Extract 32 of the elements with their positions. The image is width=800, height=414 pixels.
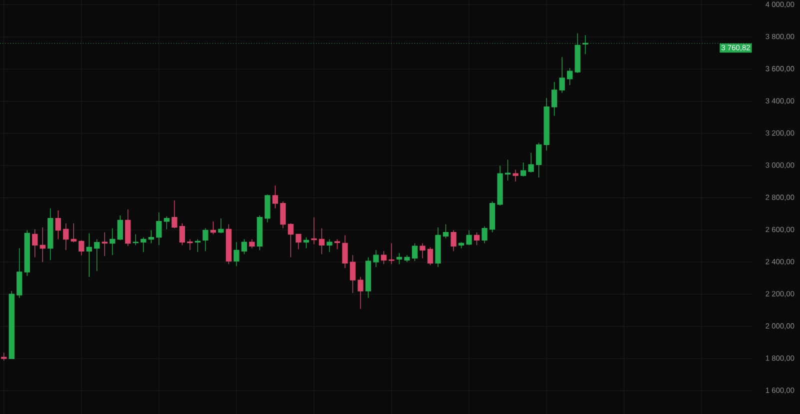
candlestick <box>280 201 286 229</box>
candlestick <box>48 208 54 260</box>
candlestick <box>140 236 146 252</box>
candlestick <box>450 230 456 252</box>
candlestick <box>559 56 565 94</box>
candlestick <box>218 218 224 234</box>
candlestick <box>40 226 46 262</box>
candlestick <box>94 238 100 272</box>
candlestick <box>234 242 240 266</box>
candlestick <box>311 217 317 245</box>
candlestick <box>497 165 503 206</box>
candlestick <box>388 242 394 264</box>
candlestick <box>102 232 108 256</box>
candlestick <box>512 169 518 182</box>
candlestick <box>342 234 348 269</box>
candlestick <box>373 250 379 268</box>
candlestick <box>110 228 116 256</box>
candlestick <box>358 276 364 310</box>
candlestick <box>435 226 441 268</box>
candlestick <box>404 254 410 262</box>
candlestick <box>172 200 178 229</box>
candlestick <box>249 238 255 249</box>
candlestick <box>86 232 92 278</box>
candlestick <box>420 242 426 259</box>
candlestick <box>482 226 488 244</box>
candlestick <box>78 240 84 256</box>
candlestick <box>125 208 131 246</box>
candlestick <box>326 238 332 252</box>
candlestick <box>544 98 550 151</box>
candlestick <box>156 212 162 246</box>
candlestick <box>202 228 208 252</box>
candlestick <box>187 238 193 251</box>
